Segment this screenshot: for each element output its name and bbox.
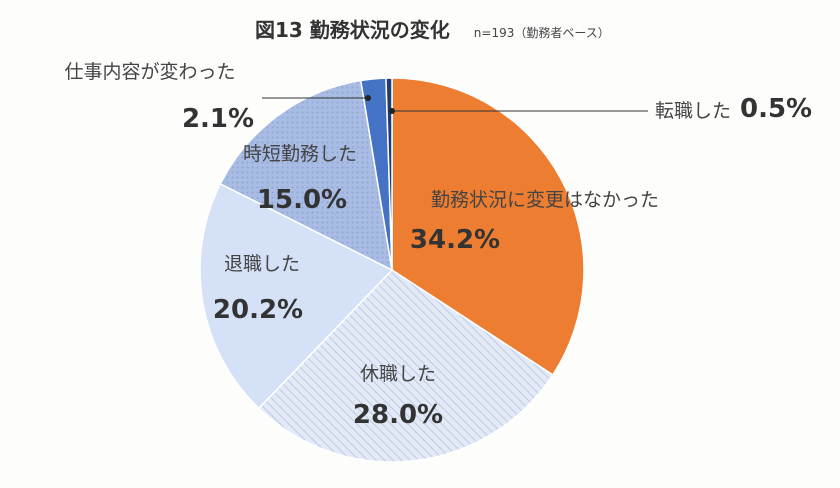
slice-category-label-resigned: 退職した: [224, 253, 300, 275]
slice-category-label-shortened: 時短勤務した: [243, 143, 357, 165]
pie-slice-transferred: [385, 77, 393, 271]
leader-dot-job-changed: [365, 95, 371, 101]
chart-header: 図13 勤務状況の変化 n=193（勤務者ベース）: [255, 14, 610, 43]
slice-category-label-transferred: 転職した: [655, 100, 731, 122]
chart-subtitle: n=193（勤務者ベース）: [473, 26, 610, 40]
slice-value-label-shortened: 15.0%: [257, 185, 347, 215]
slice-category-label-job-changed: 仕事内容が変わった: [64, 61, 235, 83]
slice-category-label-leave: 休職した: [360, 363, 436, 385]
chart-title: 図13 勤務状況の変化: [255, 18, 450, 42]
leader-lines: [262, 95, 648, 114]
pie-slices: [199, 77, 585, 463]
pie-slice-leave: [257, 269, 554, 463]
leader-dot-transferred: [389, 108, 395, 114]
slice-value-label-transferred: 0.5%: [740, 94, 812, 124]
slice-labels: 勤務状況に変更はなかった 34.2% 休職した 28.0% 退職した 20.2% 時短勤務し…: [64, 61, 812, 430]
pie-slice-shortened: [219, 79, 393, 272]
slice-value-label-unchanged: 34.2%: [410, 225, 500, 255]
slice-value-label-resigned: 20.2%: [213, 295, 303, 325]
slice-value-label-job-changed: 2.1%: [182, 104, 254, 134]
slice-category-label-unchanged: 勤務状況に変更はなかった: [431, 189, 659, 211]
pie-slice-resigned: [199, 182, 394, 410]
slice-value-label-leave: 28.0%: [353, 400, 443, 430]
